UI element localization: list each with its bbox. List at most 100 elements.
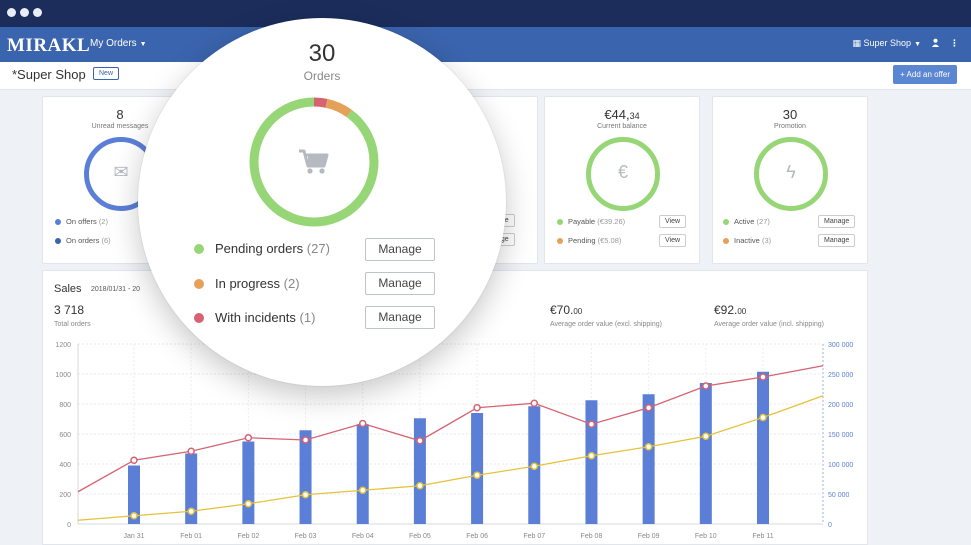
donut-segment-pending <box>249 97 379 227</box>
y2-tick-label: 150 000 <box>828 432 853 439</box>
my-orders-menu[interactable]: My Orders ▼ <box>90 38 147 49</box>
mirakl-logo[interactable]: MIRAKL <box>7 35 91 56</box>
legend-inactive: Inactive (3) <box>723 236 771 245</box>
x-tick-label: Feb 06 <box>466 533 488 540</box>
avg-order-excl-value: €70.00 <box>550 303 582 317</box>
yellow-series-line-point <box>759 413 767 422</box>
red-series-line-point <box>416 437 424 445</box>
red-series-line-point <box>530 399 539 407</box>
navbar-right: ▦ Super Shop ▼ ⋮ <box>852 38 959 49</box>
yellow-series-line-point <box>358 486 367 494</box>
legend-label: On offers <box>66 217 97 226</box>
messages-label: Unread messages <box>91 123 149 130</box>
view-payable-button[interactable]: View <box>659 215 687 228</box>
red-series-line-point <box>759 373 767 381</box>
view-pending-button[interactable]: View <box>659 234 687 247</box>
manage-active-button[interactable]: Manage <box>818 215 856 228</box>
manage-pending-button[interactable]: Manage <box>365 238 435 261</box>
avg-order-incl-label: Average order value (incl. shipping) <box>714 321 824 328</box>
avg-order-excl-label: Average order value (excl. shipping) <box>550 321 662 328</box>
more-menu-icon[interactable]: ⋮ <box>950 38 959 48</box>
pending-orders-row: Pending orders (27) <box>194 241 330 256</box>
legend-count: (€39.26) <box>597 217 626 226</box>
red-series-line <box>77 365 824 493</box>
legend-payable: Payable (€39.26) <box>557 217 625 226</box>
bar <box>242 441 255 524</box>
window-minimize-dot[interactable] <box>20 8 29 17</box>
user-icon[interactable] <box>931 38 940 49</box>
legend-active: Active (27) <box>723 217 770 226</box>
legend-label: Payable <box>568 217 596 226</box>
y-tick-label: 400 <box>59 462 71 469</box>
balance-value: €44,34 <box>545 107 699 122</box>
x-tick-label: Feb 01 <box>180 533 202 540</box>
y2-tick-label: 0 <box>828 522 832 529</box>
row-label: Pending orders <box>215 241 304 256</box>
x-tick-label: Feb 04 <box>352 533 374 540</box>
red-series-line-point <box>130 456 138 464</box>
bar <box>471 413 484 524</box>
balance-cents: 34 <box>629 111 640 121</box>
window-titlebar <box>0 0 971 27</box>
legend-dot <box>55 237 61 244</box>
x-tick-label: Feb 05 <box>409 533 431 540</box>
window-maximize-dot[interactable] <box>33 8 42 17</box>
y-tick-label: 200 <box>59 492 71 499</box>
manage-incidents-button[interactable]: Manage <box>365 306 435 329</box>
avg-incl-main: €92. <box>714 303 738 317</box>
chevron-down-icon: ▼ <box>914 41 921 48</box>
y-tick-label: 1200 <box>55 342 71 349</box>
x-tick-label: Feb 07 <box>523 533 545 540</box>
avg-incl-cents: 00 <box>737 307 747 316</box>
legend-label: Pending <box>568 236 596 245</box>
x-tick-label: Feb 09 <box>638 533 660 540</box>
envelope-icon: ✉ <box>113 162 129 182</box>
red-series-line-point <box>702 382 710 390</box>
balance-label: Current balance <box>597 123 647 130</box>
legend-dot <box>55 218 61 225</box>
new-badge: New <box>93 67 120 80</box>
y2-tick-label: 300 000 <box>828 342 853 349</box>
red-series-line-point <box>473 404 481 412</box>
y2-tick-label: 50 000 <box>828 492 850 499</box>
yellow-series-line-point <box>530 462 539 470</box>
add-offer-button[interactable]: + Add an offer <box>893 65 957 84</box>
legend-dot <box>194 243 204 254</box>
x-tick-label: Feb 08 <box>581 533 603 540</box>
red-series-line-point <box>244 434 253 442</box>
legend-dot <box>557 237 563 244</box>
row-label: With incidents <box>215 310 296 325</box>
manage-inactive-button[interactable]: Manage <box>818 234 856 247</box>
legend-dot <box>194 312 204 323</box>
bar <box>585 400 598 524</box>
bar <box>642 394 655 524</box>
y-tick-label: 0 <box>67 522 71 529</box>
shop-menu[interactable]: ▦ Super Shop ▼ <box>852 38 921 49</box>
sales-date-range[interactable]: 2018/01/31 - 20 <box>91 286 141 293</box>
yellow-series-line-point <box>644 443 653 451</box>
row-count: (1) <box>299 310 316 325</box>
legend-count: (27) <box>756 217 770 226</box>
red-series-line-point <box>301 436 310 444</box>
orders-count: 30 <box>308 40 336 67</box>
total-orders-label: Total orders <box>54 321 91 328</box>
legend-count: (€5.08) <box>597 236 622 245</box>
bar <box>185 453 198 524</box>
legend-count: (6) <box>101 236 111 245</box>
sales-title: Sales <box>54 283 82 295</box>
avg-order-incl-value: €92.00 <box>714 303 746 317</box>
yellow-series-line-point <box>702 432 710 440</box>
page-subheader: *Super Shop New + Add an offer <box>0 62 971 90</box>
manage-in-progress-button[interactable]: Manage <box>365 272 435 295</box>
yellow-series-line-point <box>130 512 138 520</box>
row-count: (27) <box>306 241 330 256</box>
total-orders-value: 3 718 <box>54 303 85 317</box>
avg-excl-cents: 00 <box>573 307 583 316</box>
legend-on-offers: On offers (2) <box>55 217 108 226</box>
window-close-dot[interactable] <box>7 8 16 17</box>
bar <box>413 418 426 524</box>
red-series-line-point <box>187 447 195 455</box>
y-tick-label: 600 <box>59 432 71 439</box>
bar <box>356 424 369 524</box>
